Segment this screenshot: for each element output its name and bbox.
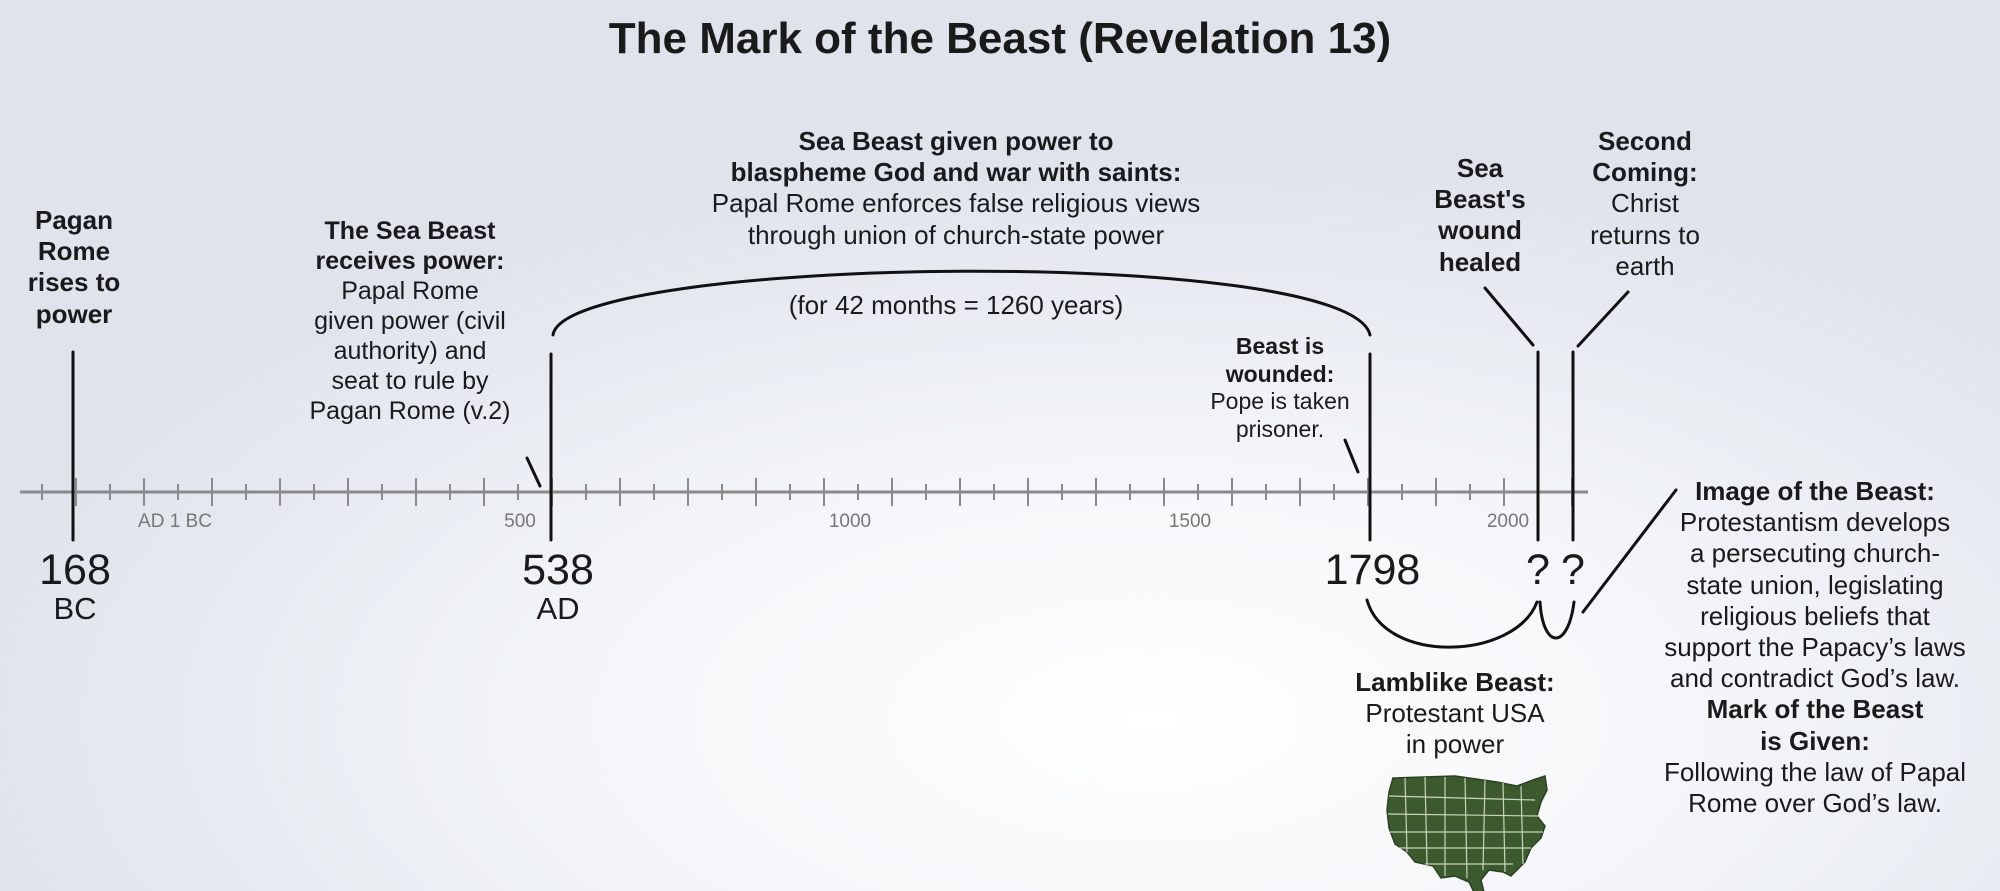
tick-label-1000: 1000 — [829, 511, 871, 532]
tick-labels: AD 1 BC 500 1000 1500 2000 — [138, 511, 1529, 532]
date-unknown-2: ? — [1561, 546, 1585, 594]
date-168-bc: 168 BC — [39, 546, 111, 627]
wound-healed-pointer — [1483, 286, 1535, 347]
pagan-rome-label: Pagan Rome rises to power — [27, 205, 121, 329]
sea-beast-pointer — [525, 456, 542, 488]
usa-map-icon — [1386, 775, 1548, 891]
wounded-label: Beast is wounded: Pope is taken prisoner… — [1210, 333, 1350, 442]
blaspheme-label: Sea Beast given power to blaspheme God a… — [711, 126, 1201, 250]
period-label: (for 42 months = 1260 years) — [788, 290, 1124, 320]
image-beast-pointer — [1581, 488, 1678, 614]
wounded-pointer — [1343, 438, 1360, 474]
sea-beast-power-label: The Sea Beast receives power: Papal Rome… — [309, 217, 511, 425]
second-coming-label: Second Coming: Christ returns to earth — [1590, 126, 1700, 281]
tick-label-1500: 1500 — [1169, 511, 1211, 532]
page-title: The Mark of the Beast (Revelation 13) — [608, 14, 1392, 63]
lamblike-arc — [1365, 598, 1539, 649]
date-538-ad: 538 AD — [522, 546, 594, 627]
tick-label-ad-bc: AD 1 BC — [138, 511, 212, 532]
image-arc — [1538, 600, 1576, 640]
period-arc — [551, 269, 1372, 337]
image-of-beast-label: Image of the Beast: Protestantism develo… — [1663, 476, 1967, 818]
second-coming-pointer — [1576, 290, 1630, 348]
date-1798: 1798 — [1324, 546, 1421, 594]
lamblike-beast-label: Lamblike Beast: Protestant USA in power — [1355, 667, 1555, 760]
timeline-axis — [20, 478, 1588, 506]
wound-healed-label: Sea Beast's wound healed — [1434, 153, 1526, 277]
tick-label-500: 500 — [504, 511, 536, 532]
date-unknown-1: ? — [1526, 546, 1550, 594]
tick-label-2000: 2000 — [1487, 511, 1529, 532]
